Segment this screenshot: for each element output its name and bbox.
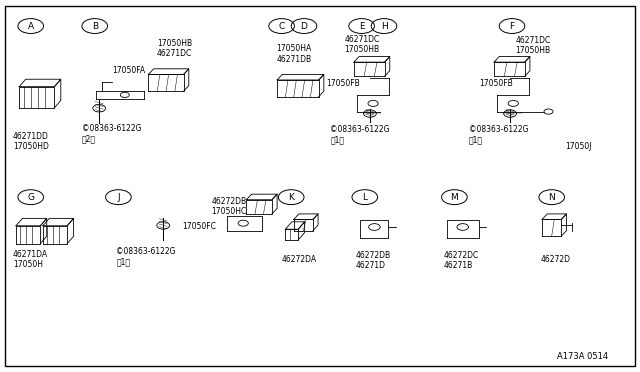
Text: ©08363-6122G
（2）: ©08363-6122G （2） [82,124,141,144]
Text: C: C [278,22,285,31]
Text: E: E [359,22,364,31]
Text: M: M [451,193,458,202]
Text: D: D [301,22,307,31]
Text: 46271DC
17050HB: 46271DC 17050HB [344,35,380,54]
Text: 46272DA: 46272DA [282,255,317,264]
Text: B: B [92,22,98,31]
Text: 17050FB: 17050FB [479,79,513,88]
Text: J: J [117,193,120,202]
Text: 17050HB
46271DC: 17050HB 46271DC [157,39,192,58]
Text: 46271DD
17050HD: 46271DD 17050HD [13,132,49,151]
Text: A173A 0514: A173A 0514 [557,352,608,361]
Text: A: A [28,22,34,31]
Text: 17050FC: 17050FC [182,222,216,231]
Text: 46272DB
17050HC: 46272DB 17050HC [211,197,246,216]
Text: F: F [509,22,515,31]
Text: ©08363-6122G
（1）: ©08363-6122G （1） [116,247,176,266]
Text: N: N [548,193,555,202]
Text: ©08363-6122G
（1）: ©08363-6122G （1） [330,125,390,144]
Text: ©08363-6122G
（1）: ©08363-6122G （1） [469,125,529,144]
Text: 46272D: 46272D [541,255,571,264]
Text: 17050FB: 17050FB [326,79,360,88]
Text: 17050J: 17050J [565,142,591,151]
Text: K: K [288,193,294,202]
Text: 17050FA: 17050FA [112,66,145,75]
Text: 46272DC
46271B: 46272DC 46271B [444,251,479,270]
Text: 46271DA
17050H: 46271DA 17050H [13,250,48,269]
Text: G: G [28,193,34,202]
Text: 17050HA
46271DB: 17050HA 46271DB [276,44,312,64]
Text: 46271DC
17050HB: 46271DC 17050HB [515,36,550,55]
Text: H: H [381,22,387,31]
Text: 46272DB
46271D: 46272DB 46271D [355,251,390,270]
Text: L: L [362,193,367,202]
